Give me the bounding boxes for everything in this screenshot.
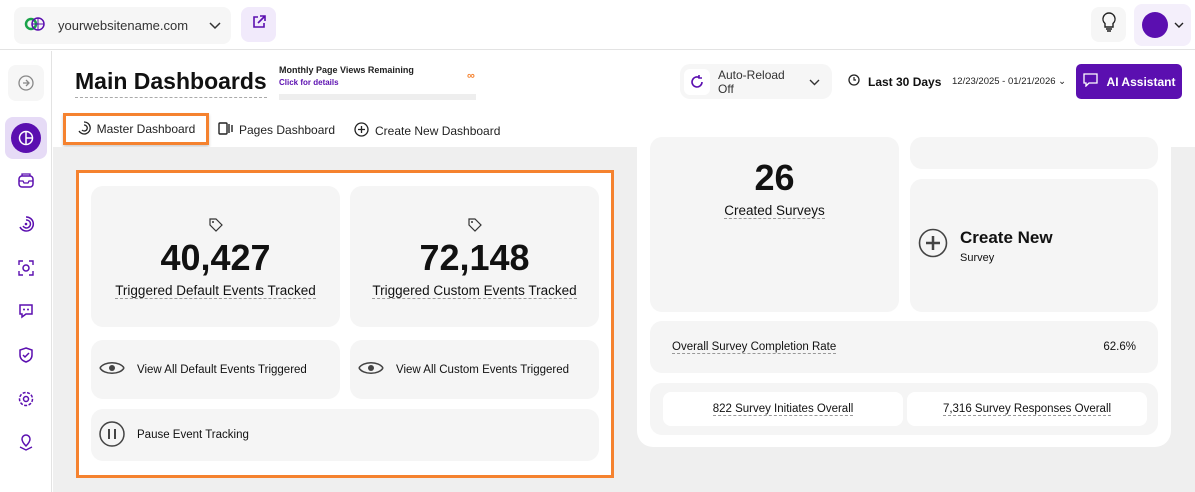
tab-master-dashboard[interactable]: Master Dashboard bbox=[63, 113, 209, 145]
survey-card-top bbox=[910, 137, 1158, 169]
create-new-label: Create New bbox=[960, 227, 1053, 247]
sidebar-item-heatmaps[interactable] bbox=[8, 206, 44, 242]
sidebar-item-settings[interactable] bbox=[8, 381, 44, 417]
header bbox=[53, 51, 1195, 147]
account-menu[interactable] bbox=[1134, 4, 1191, 46]
default-events-count: 40,427 bbox=[160, 237, 271, 278]
view-default-label: View All Default Events Triggered bbox=[137, 363, 307, 376]
eye-icon bbox=[99, 360, 125, 379]
tab-label: Pages Dashboard bbox=[239, 123, 336, 137]
pageviews-details-link[interactable]: Click for details bbox=[279, 78, 339, 87]
refresh-icon bbox=[684, 68, 710, 95]
completion-rate-value: 62.6% bbox=[1103, 341, 1136, 353]
created-surveys-card: 26 Created Surveys bbox=[650, 137, 899, 312]
custom-events-label: Triggered Custom Events Tracked bbox=[372, 283, 577, 299]
tag-icon bbox=[350, 218, 599, 237]
site-selector[interactable]: yourwebsitename.com bbox=[14, 7, 231, 44]
pageviews-value: ∞ bbox=[467, 70, 475, 82]
pause-label: Pause Event Tracking bbox=[137, 429, 249, 441]
heatmap-icon bbox=[77, 120, 91, 138]
dashboard-icon bbox=[11, 123, 41, 153]
page-title: Main Dashboards bbox=[75, 68, 267, 98]
pages-icon bbox=[218, 122, 233, 138]
tips-button[interactable] bbox=[1091, 7, 1126, 42]
sidebar-item-locations[interactable] bbox=[8, 424, 44, 460]
events-panel: 40,427 Triggered Default Events Tracked … bbox=[76, 170, 614, 478]
pageviews-label: Monthly Page Views Remaining bbox=[279, 65, 414, 75]
range-label: Last 30 Days bbox=[868, 74, 942, 89]
tab-pages-dashboard[interactable]: Pages Dashboard bbox=[218, 122, 335, 138]
sidebar-item-recordings[interactable] bbox=[8, 250, 44, 286]
chevron-down-icon bbox=[209, 18, 221, 33]
ai-assistant-label: AI Assistant bbox=[1106, 74, 1176, 89]
date-range: 12/23/2025 - 01/21/2026 bbox=[952, 76, 1056, 87]
pause-icon bbox=[99, 420, 125, 450]
created-surveys-count: 26 bbox=[754, 157, 795, 198]
pause-event-tracking-button[interactable]: Pause Event Tracking bbox=[91, 409, 599, 461]
surveys-panel: 26 Created Surveys Create New Survey Over… bbox=[637, 137, 1171, 447]
view-default-events-button[interactable]: View All Default Events Triggered bbox=[91, 340, 340, 399]
auto-reload-label: Auto-Reload Off bbox=[718, 67, 785, 96]
lightbulb-icon bbox=[1101, 12, 1117, 37]
date-range-picker[interactable]: 12/23/2025 - 01/21/2026 ⌄ bbox=[952, 76, 1067, 87]
date-range-preset[interactable]: Last 30 Days bbox=[848, 74, 941, 89]
custom-events-count: 72,148 bbox=[419, 237, 530, 278]
open-site-button[interactable] bbox=[241, 7, 276, 42]
clock-icon bbox=[848, 74, 860, 89]
tag-icon bbox=[91, 218, 340, 237]
default-events-card: 40,427 Triggered Default Events Tracked bbox=[91, 186, 340, 327]
create-new-sublabel: Survey bbox=[960, 251, 995, 264]
created-surveys-label: Created Surveys bbox=[724, 203, 825, 219]
external-link-icon bbox=[252, 15, 266, 34]
completion-rate-row: Overall Survey Completion Rate 62.6% bbox=[650, 321, 1158, 373]
tab-label: Master Dashboard bbox=[96, 122, 196, 136]
sidebar bbox=[0, 51, 52, 492]
collapse-sidebar-button[interactable] bbox=[8, 65, 44, 101]
sidebar-item-inbox[interactable] bbox=[8, 162, 44, 198]
default-events-label: Triggered Default Events Tracked bbox=[115, 283, 316, 299]
ai-assistant-button[interactable]: AI Assistant bbox=[1076, 64, 1182, 99]
view-custom-label: View All Custom Events Triggered bbox=[396, 363, 570, 376]
site-name: yourwebsitename.com bbox=[58, 18, 189, 33]
view-custom-events-button[interactable]: View All Custom Events Triggered bbox=[350, 340, 599, 399]
survey-stats-row: 822 Survey Initiates Overall 7,316 Surve… bbox=[650, 383, 1158, 435]
custom-events-card: 72,148 Triggered Custom Events Tracked bbox=[350, 186, 599, 327]
completion-rate-label: Overall Survey Completion Rate bbox=[672, 340, 837, 354]
avatar bbox=[1141, 12, 1168, 38]
survey-responses: 7,316 Survey Responses Overall bbox=[907, 392, 1147, 426]
chevron-down-icon bbox=[809, 75, 820, 89]
pageviews-progress-bar bbox=[279, 94, 476, 100]
survey-responses-label: 7,316 Survey Responses Overall bbox=[942, 402, 1112, 416]
plus-circle-icon bbox=[918, 228, 948, 263]
chat-icon bbox=[1082, 73, 1098, 90]
sidebar-item-dashboards[interactable] bbox=[5, 117, 47, 159]
plus-circle-icon bbox=[354, 122, 369, 140]
auto-reload-dropdown[interactable]: Auto-Reload Off bbox=[680, 64, 832, 99]
create-new-survey-button[interactable]: Create New Survey bbox=[910, 179, 1158, 312]
tab-create-new-dashboard[interactable]: Create New Dashboard bbox=[354, 122, 500, 140]
survey-initiates: 822 Survey Initiates Overall bbox=[663, 392, 903, 426]
globe-icon bbox=[24, 16, 46, 35]
sidebar-item-security[interactable] bbox=[8, 337, 44, 373]
sidebar-item-surveys[interactable] bbox=[8, 293, 44, 329]
chevron-down-icon bbox=[1174, 16, 1184, 34]
tab-label: Create New Dashboard bbox=[375, 124, 501, 138]
eye-icon bbox=[358, 360, 384, 379]
survey-initiates-label: 822 Survey Initiates Overall bbox=[712, 402, 854, 416]
